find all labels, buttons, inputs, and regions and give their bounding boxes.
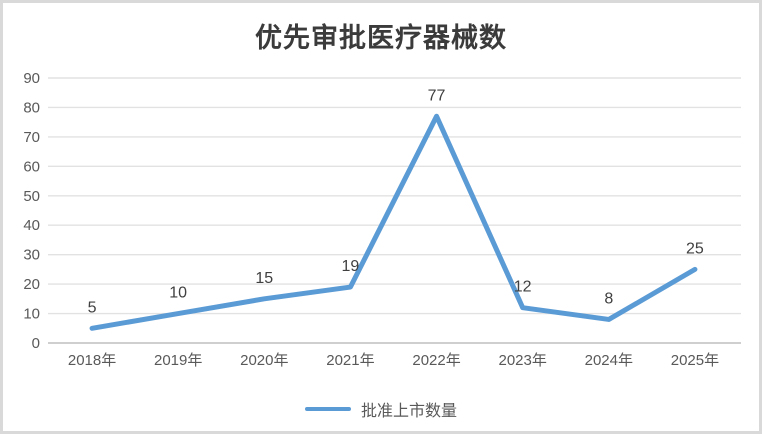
y-tick-label: 30 — [23, 247, 40, 264]
y-tick-label: 90 — [23, 70, 40, 87]
data-label: 77 — [428, 87, 446, 104]
data-label: 25 — [686, 240, 704, 257]
x-tick-label: 2020年 — [240, 352, 288, 369]
y-tick-label: 40 — [23, 217, 40, 234]
y-tick-label: 0 — [32, 335, 40, 352]
y-tick-label: 60 — [23, 158, 40, 175]
x-tick-label: 2019年 — [154, 352, 202, 369]
x-tick-label: 2025年 — [671, 352, 719, 369]
y-tick-label: 80 — [23, 99, 40, 116]
y-tick-label: 20 — [23, 276, 40, 293]
data-series-line — [89, 113, 698, 331]
x-tick-label: 2023年 — [499, 352, 547, 369]
x-tick-label: 2021年 — [326, 352, 374, 369]
line-chart: 0 10 20 30 40 50 60 70 80 90 2018年 2019年 2020年 2021年 2… — [23, 70, 741, 369]
y-tick-label: 10 — [23, 306, 40, 323]
legend-label: 批准上市数量 — [360, 403, 457, 420]
data-label: 15 — [255, 270, 273, 287]
data-label: 10 — [169, 285, 187, 302]
data-label: 12 — [514, 279, 532, 296]
legend: 批准上市数量 — [3, 396, 759, 422]
data-label: 19 — [342, 258, 360, 275]
x-tick-label: 2024年 — [585, 352, 633, 369]
chart-title: 优先审批医疗器械数 — [255, 23, 507, 53]
y-tick-label: 50 — [23, 188, 40, 205]
y-tick-label: 70 — [23, 129, 40, 146]
data-label: 8 — [604, 290, 613, 307]
x-tick-label: 2022年 — [412, 352, 460, 369]
data-label: 5 — [88, 299, 97, 316]
legend-line-swatch — [304, 407, 351, 411]
x-tick-label: 2018年 — [68, 352, 116, 369]
